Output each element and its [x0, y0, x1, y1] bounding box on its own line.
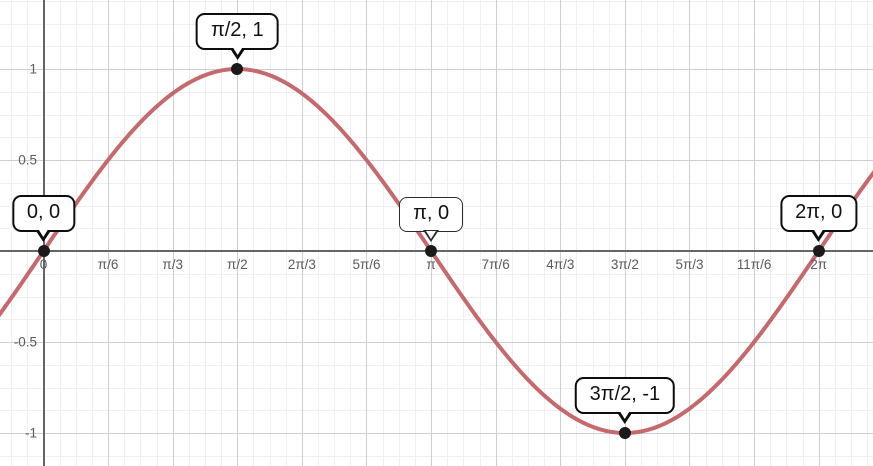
sine-curve-path[interactable] [0, 66, 873, 436]
point-label-text: 2π, 0 [795, 201, 843, 223]
data-point[interactable] [231, 63, 244, 75]
point-label-callout[interactable]: 2π, 0 [780, 195, 858, 242]
point-label-callout[interactable]: 3π/2, -1 [574, 377, 676, 424]
data-point[interactable] [37, 245, 50, 257]
data-point[interactable] [618, 427, 631, 439]
data-point[interactable] [425, 245, 438, 257]
callout-pointer-inner-icon [619, 411, 630, 419]
point-label-callout[interactable]: 0, 0 [11, 195, 76, 242]
callout-pointer-inner-icon [813, 229, 824, 237]
callout-pointer-inner-icon [38, 229, 49, 237]
point-label-callout[interactable]: π/2, 1 [195, 13, 279, 60]
point-label-text: π/2, 1 [210, 19, 264, 41]
callout-pointer-inner-icon [232, 47, 243, 55]
callout-pointer-inner-icon [426, 230, 437, 239]
point-label-text: 0, 0 [26, 201, 61, 223]
point-label-text: π, 0 [413, 202, 450, 224]
point-label-text: 3π/2, -1 [589, 383, 661, 405]
data-point[interactable] [812, 245, 825, 257]
point-label-callout[interactable]: π, 0 [399, 197, 464, 242]
